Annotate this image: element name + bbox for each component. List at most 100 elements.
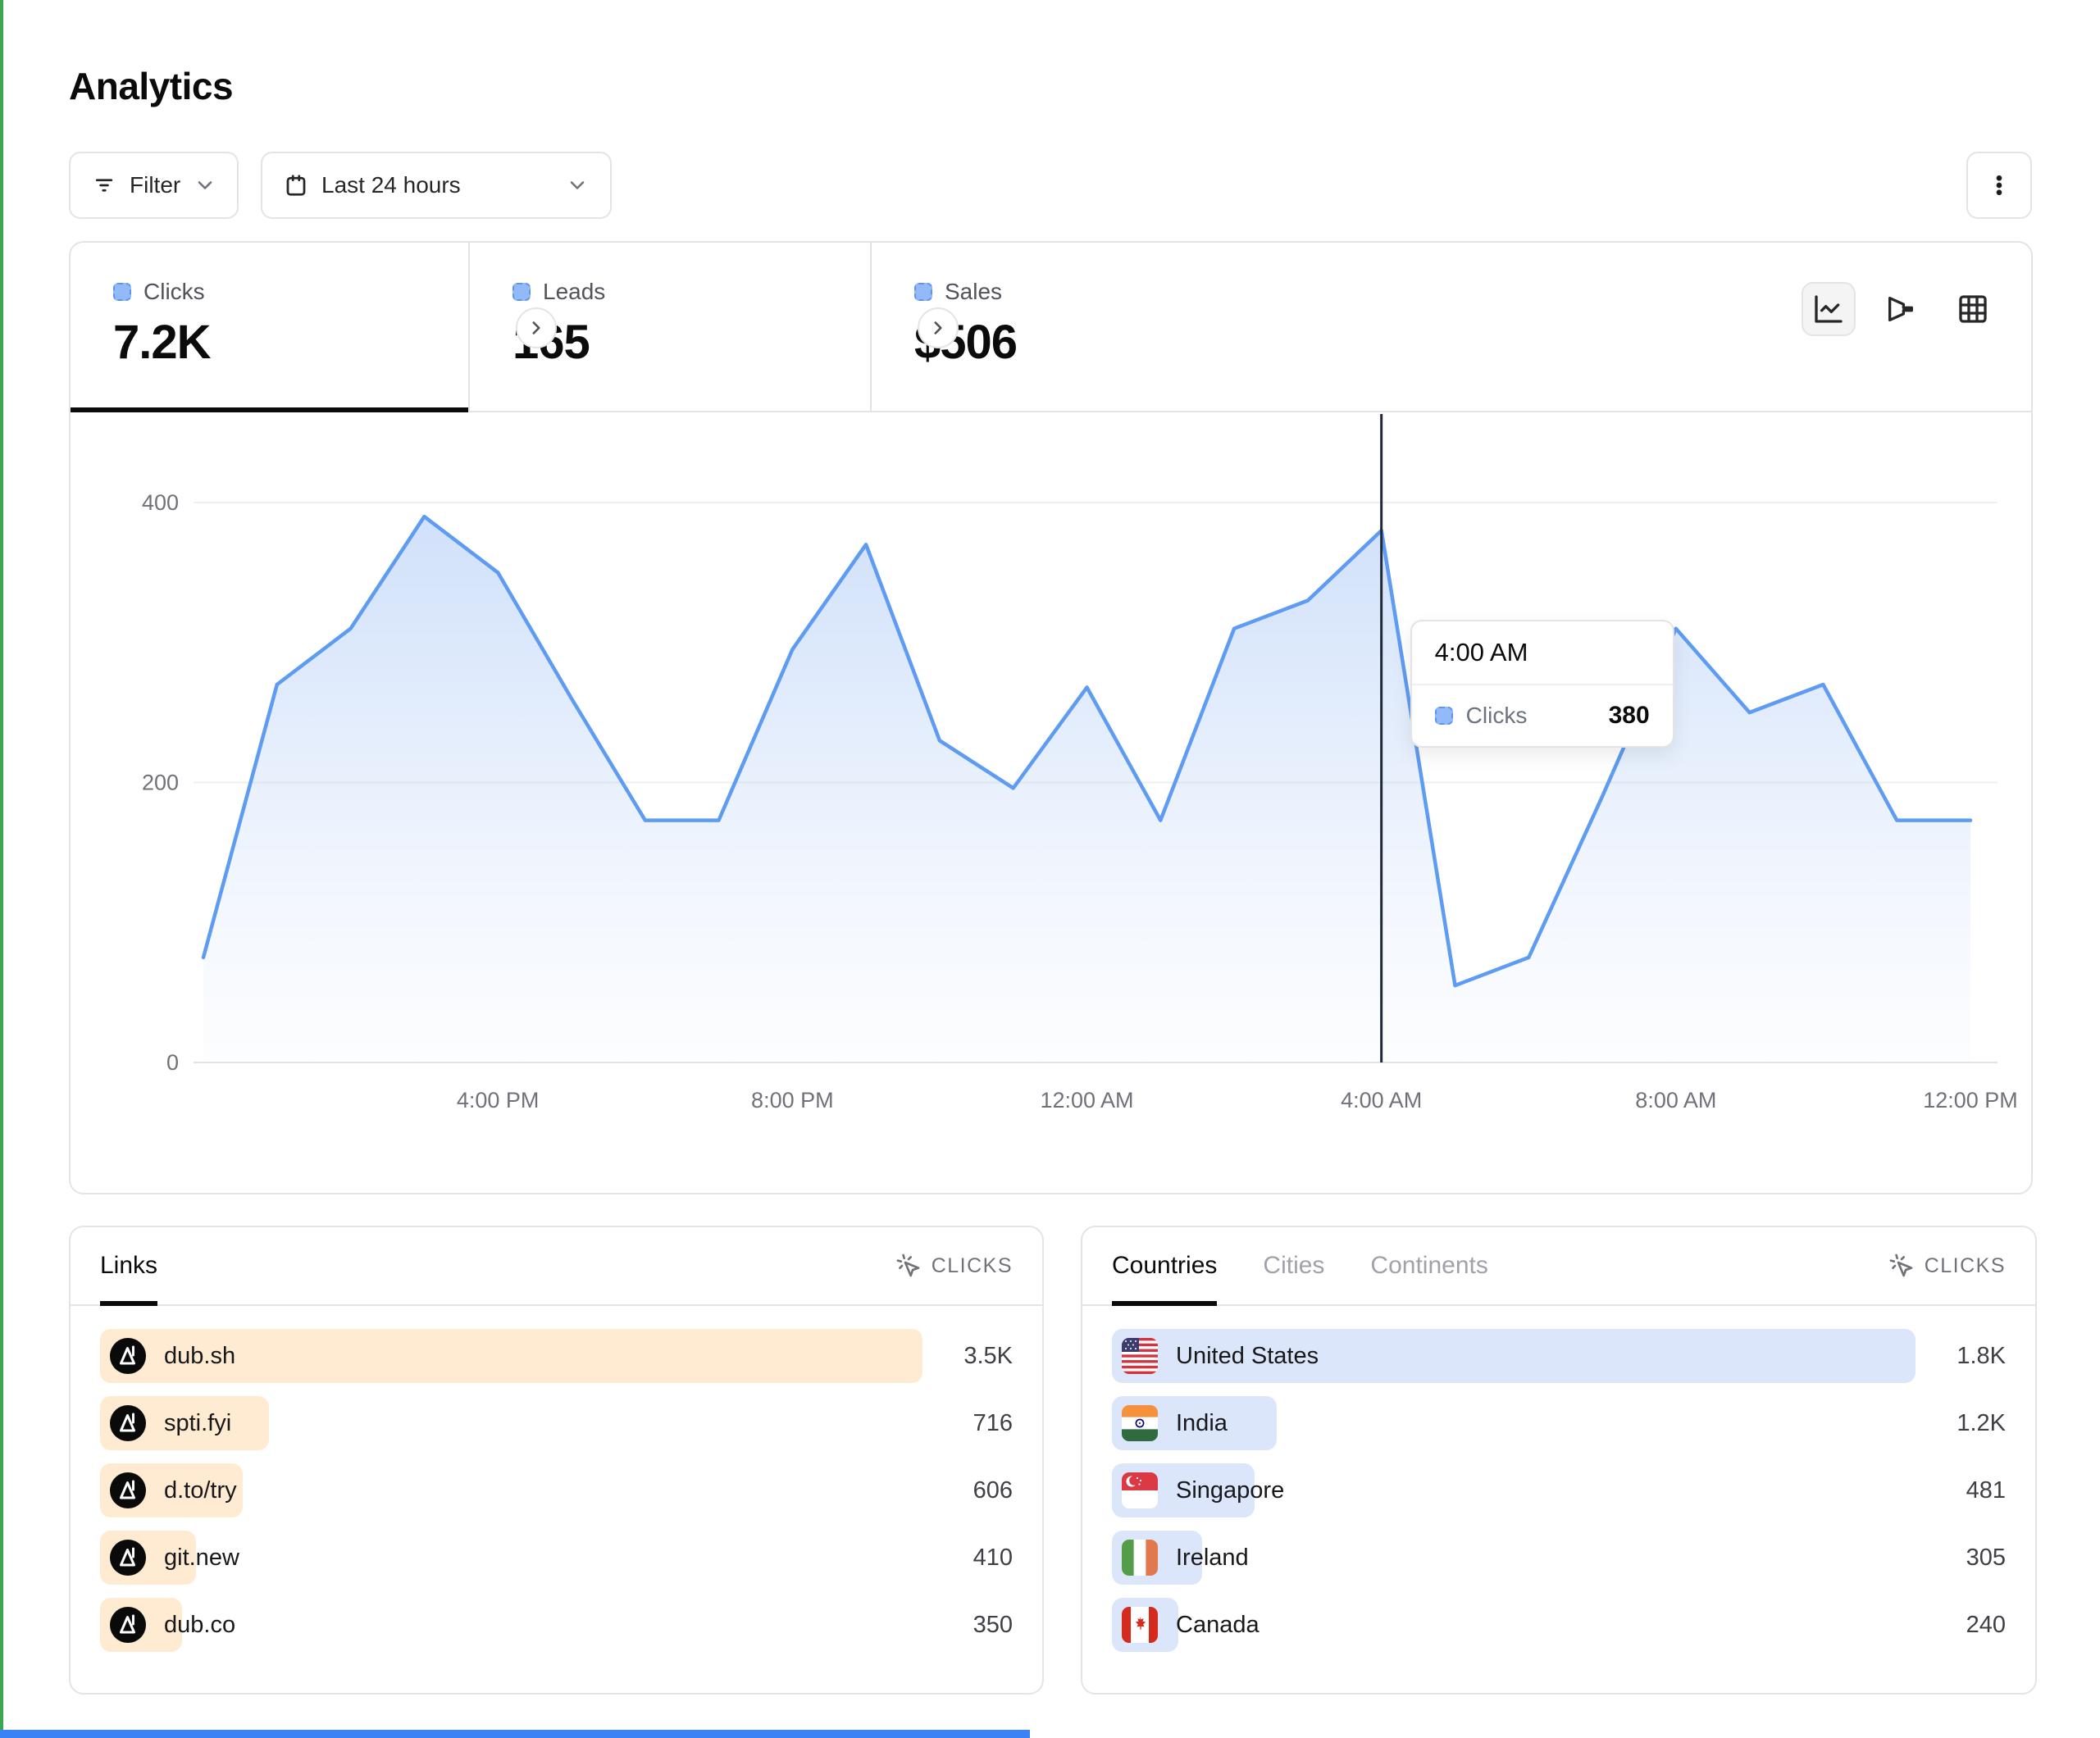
row-bar-area: dub.co — [100, 1598, 922, 1652]
grid-icon — [1957, 293, 1989, 325]
leads-tab-label: Leads — [543, 279, 606, 304]
countries-metric-selector[interactable]: CLICKS — [1888, 1253, 2006, 1279]
line-chart-view-button[interactable] — [1802, 282, 1856, 336]
row-label: git.new — [164, 1544, 239, 1571]
y-axis-labels: 0 200 400 — [142, 490, 179, 1075]
pointer-click-icon — [895, 1253, 922, 1279]
list-item[interactable]: Singapore 481 — [1112, 1463, 2006, 1517]
chart-canvas: 0 200 400 4:00 PM 8:00 PM 12:00 AM 4:00 AM 8:0… — [142, 414, 2018, 1112]
list-item[interactable]: United States 1.8K — [1112, 1329, 2006, 1383]
x-tick-label: 4:00 PM — [457, 1088, 540, 1112]
row-bar — [1112, 1329, 1916, 1383]
kebab-menu-icon — [1987, 173, 2011, 198]
x-tick-label: 8:00 PM — [751, 1088, 834, 1112]
list-item[interactable]: dub.sh 3.5K — [100, 1329, 1013, 1383]
links-list: dub.sh 3.5K spti.fyi 716 d.to/try 606 — [71, 1306, 1042, 1652]
countries-list: United States 1.8K India 1.2K Singapore … — [1082, 1306, 2035, 1652]
countries-panel-header: Countries Cities Continents CLICKS — [1082, 1227, 2035, 1306]
tooltip-series-label: Clicks — [1465, 703, 1528, 728]
table-view-button[interactable] — [1946, 282, 2000, 336]
window-left-edge — [0, 0, 3, 1738]
y-tick-label: 200 — [142, 771, 179, 795]
flag-icon-sg — [1122, 1472, 1158, 1508]
tab-countries[interactable]: Countries — [1112, 1227, 1218, 1306]
y-tick-label: 0 — [166, 1050, 179, 1075]
chevron-down-icon — [194, 174, 216, 197]
row-label: India — [1176, 1409, 1228, 1436]
tooltip-time: 4:00 AM — [1411, 621, 1673, 685]
row-value: 3.5K — [963, 1342, 1013, 1369]
funnel-view-button[interactable] — [1874, 282, 1928, 336]
row-value: 481 — [1966, 1476, 2006, 1504]
clicks-area — [203, 516, 1970, 1062]
row-label: d.to/try — [164, 1476, 237, 1504]
tab-continents[interactable]: Continents — [1370, 1252, 1488, 1279]
expand-clicks-button[interactable] — [516, 307, 557, 348]
leads-marker-icon — [512, 283, 531, 301]
row-bar-area: United States — [1112, 1329, 1916, 1383]
filter-icon — [92, 173, 116, 198]
row-label: Singapore — [1176, 1476, 1285, 1504]
clicks-marker-icon — [1434, 707, 1453, 725]
clicks-time-series-chart[interactable]: 0 200 400 4:00 PM 8:00 PM 12:00 AM 4:00 AM 8:0… — [71, 412, 2031, 1194]
tab-links[interactable]: Links — [100, 1227, 158, 1306]
clicks-marker-icon — [113, 283, 131, 301]
countries-metric-label: CLICKS — [1924, 1253, 2006, 1277]
row-label: Canada — [1176, 1611, 1260, 1638]
window-bottom-edge — [0, 1730, 1030, 1738]
flag-icon-us — [1122, 1338, 1158, 1374]
date-range-button[interactable]: Last 24 hours — [261, 152, 612, 219]
x-tick-label: 12:00 PM — [1923, 1088, 2018, 1112]
row-bar-area: Ireland — [1112, 1531, 1916, 1585]
list-item[interactable]: India 1.2K — [1112, 1396, 2006, 1450]
row-label: dub.co — [164, 1611, 236, 1638]
row-label: dub.sh — [164, 1342, 236, 1369]
flag-icon-ca — [1122, 1607, 1158, 1643]
flag-icon-ie — [1122, 1540, 1158, 1576]
filter-button[interactable]: Filter — [69, 152, 239, 219]
flag-icon-in — [1122, 1405, 1158, 1441]
links-metric-label: CLICKS — [931, 1253, 1013, 1277]
list-item[interactable]: git.new 410 — [100, 1531, 1013, 1585]
row-label: United States — [1176, 1342, 1319, 1369]
stats-row: Clicks 7.2K Leads 165 Sales $506 — [71, 243, 2031, 412]
list-item[interactable]: d.to/try 606 — [100, 1463, 1013, 1517]
dub-logo-icon — [110, 1607, 146, 1643]
tab-clicks[interactable]: Clicks 7.2K — [71, 243, 468, 412]
leads-value: 165 — [512, 316, 590, 369]
dub-logo-icon — [110, 1338, 146, 1374]
dub-logo-icon — [110, 1405, 146, 1441]
row-value: 1.8K — [1957, 1342, 2006, 1369]
row-bar — [100, 1329, 922, 1383]
page-title: Analytics — [69, 65, 234, 107]
tab-cities[interactable]: Cities — [1263, 1252, 1325, 1279]
filter-button-label: Filter — [130, 172, 181, 198]
x-tick-label: 8:00 AM — [1635, 1088, 1716, 1112]
x-axis-labels: 4:00 PM 8:00 PM 12:00 AM 4:00 AM 8:00 AM 12:0… — [457, 1088, 2018, 1112]
x-tick-label: 4:00 AM — [1341, 1088, 1422, 1112]
list-item[interactable]: dub.co 350 — [100, 1598, 1013, 1652]
list-item[interactable]: spti.fyi 716 — [100, 1396, 1013, 1450]
more-options-button[interactable] — [1966, 152, 2032, 219]
row-value: 716 — [973, 1409, 1013, 1436]
links-panel: Links CLICKS dub.sh 3.5K spti.fyi 716 — [69, 1226, 1044, 1695]
row-value: 1.2K — [1957, 1409, 2006, 1436]
y-tick-label: 400 — [142, 490, 179, 515]
chart-view-toggles — [1802, 282, 2000, 336]
list-item[interactable]: Canada 240 — [1112, 1598, 2006, 1652]
links-panel-header: Links CLICKS — [71, 1227, 1042, 1306]
date-range-label: Last 24 hours — [321, 172, 461, 198]
dub-logo-icon — [110, 1472, 146, 1508]
links-metric-selector[interactable]: CLICKS — [895, 1253, 1013, 1279]
clicks-tab-label: Clicks — [143, 279, 205, 304]
row-bar-area: India — [1112, 1396, 1916, 1450]
expand-leads-button[interactable] — [918, 307, 959, 348]
x-tick-label: 12:00 AM — [1040, 1088, 1133, 1112]
sales-tab-label: Sales — [945, 279, 1003, 304]
clicks-value: 7.2K — [113, 316, 212, 369]
pointer-click-icon — [1888, 1253, 1915, 1279]
countries-panel: Countries Cities Continents CLICKS Unite… — [1081, 1226, 2037, 1695]
row-label: spti.fyi — [164, 1409, 232, 1436]
list-item[interactable]: Ireland 305 — [1112, 1531, 2006, 1585]
chevron-down-icon — [566, 174, 589, 197]
